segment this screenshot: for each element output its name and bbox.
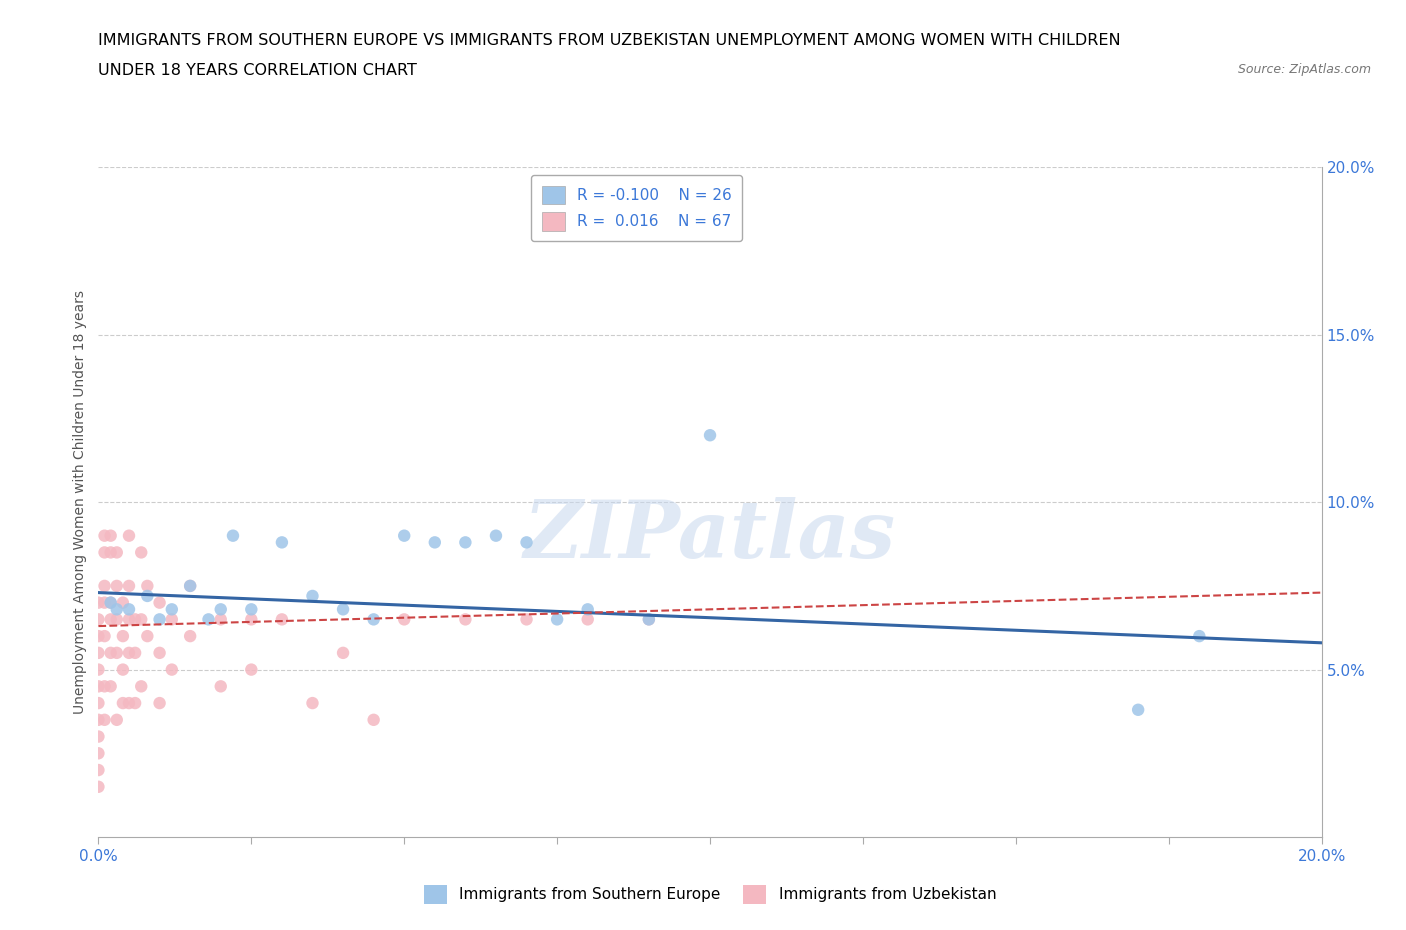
Point xyxy=(111,696,134,711)
Point xyxy=(270,535,292,550)
Legend: R = -0.100    N = 26, R =  0.016    N = 67: R = -0.100 N = 26, R = 0.016 N = 67 xyxy=(531,175,742,242)
Text: ZIPatlas: ZIPatlas xyxy=(524,497,896,575)
Point xyxy=(118,578,141,593)
Point xyxy=(87,595,110,610)
Point xyxy=(124,645,146,660)
Point xyxy=(111,595,134,610)
Text: Source: ZipAtlas.com: Source: ZipAtlas.com xyxy=(1237,63,1371,76)
Point xyxy=(1128,702,1150,717)
Point xyxy=(392,528,416,543)
Point xyxy=(209,612,232,627)
Point xyxy=(93,629,115,644)
Point xyxy=(118,612,141,627)
Point xyxy=(136,578,159,593)
Point xyxy=(105,645,128,660)
Point xyxy=(118,645,141,660)
Point xyxy=(332,602,354,617)
Point xyxy=(149,612,172,627)
Point xyxy=(516,535,538,550)
Point xyxy=(100,595,122,610)
Point xyxy=(149,645,172,660)
Point xyxy=(546,612,568,627)
Point xyxy=(100,545,122,560)
Point xyxy=(332,645,354,660)
Point xyxy=(1188,629,1211,644)
Point xyxy=(240,612,263,627)
Point xyxy=(485,528,508,543)
Point xyxy=(87,779,110,794)
Point xyxy=(93,712,115,727)
Point xyxy=(118,696,141,711)
Point xyxy=(105,545,128,560)
Point xyxy=(301,589,323,604)
Point xyxy=(87,679,110,694)
Point xyxy=(124,612,146,627)
Point xyxy=(118,602,141,617)
Point xyxy=(87,645,110,660)
Point xyxy=(111,662,134,677)
Point xyxy=(87,746,110,761)
Point xyxy=(105,602,128,617)
Point xyxy=(637,612,661,627)
Point xyxy=(105,712,128,727)
Point xyxy=(136,629,159,644)
Text: UNDER 18 YEARS CORRELATION CHART: UNDER 18 YEARS CORRELATION CHART xyxy=(98,63,418,78)
Point xyxy=(160,662,183,677)
Point xyxy=(240,602,263,617)
Point xyxy=(454,612,477,627)
Point xyxy=(576,602,599,617)
Point xyxy=(100,612,122,627)
Point xyxy=(637,612,661,627)
Point xyxy=(87,662,110,677)
Point xyxy=(149,595,172,610)
Point xyxy=(209,602,232,617)
Point xyxy=(118,528,141,543)
Point xyxy=(93,595,115,610)
Point xyxy=(87,612,110,627)
Point xyxy=(100,679,122,694)
Point xyxy=(87,696,110,711)
Point xyxy=(179,578,201,593)
Point xyxy=(129,612,152,627)
Point xyxy=(363,712,385,727)
Point xyxy=(160,612,183,627)
Point xyxy=(270,612,292,627)
Text: IMMIGRANTS FROM SOUTHERN EUROPE VS IMMIGRANTS FROM UZBEKISTAN UNEMPLOYMENT AMONG: IMMIGRANTS FROM SOUTHERN EUROPE VS IMMIG… xyxy=(98,33,1121,47)
Point xyxy=(136,589,159,604)
Point xyxy=(87,712,110,727)
Point xyxy=(576,612,599,627)
Point xyxy=(179,629,201,644)
Point xyxy=(93,545,115,560)
Point xyxy=(423,535,446,550)
Point xyxy=(129,545,152,560)
Point xyxy=(129,679,152,694)
Point xyxy=(179,578,201,593)
Point xyxy=(87,629,110,644)
Point xyxy=(454,535,477,550)
Point xyxy=(222,528,245,543)
Point xyxy=(87,763,110,777)
Point xyxy=(100,595,122,610)
Point xyxy=(363,612,385,627)
Point xyxy=(160,602,183,617)
Point xyxy=(209,679,232,694)
Point xyxy=(240,662,263,677)
Point xyxy=(197,612,219,627)
Point xyxy=(93,578,115,593)
Point xyxy=(105,578,128,593)
Point xyxy=(699,428,721,443)
Point xyxy=(93,679,115,694)
Point xyxy=(301,696,323,711)
Y-axis label: Unemployment Among Women with Children Under 18 years: Unemployment Among Women with Children U… xyxy=(73,290,87,714)
Point xyxy=(149,696,172,711)
Point xyxy=(124,696,146,711)
Point xyxy=(516,612,538,627)
Point xyxy=(93,528,115,543)
Point xyxy=(392,612,416,627)
Point xyxy=(87,729,110,744)
Point xyxy=(100,528,122,543)
Point xyxy=(105,612,128,627)
Point xyxy=(100,645,122,660)
Point xyxy=(111,629,134,644)
